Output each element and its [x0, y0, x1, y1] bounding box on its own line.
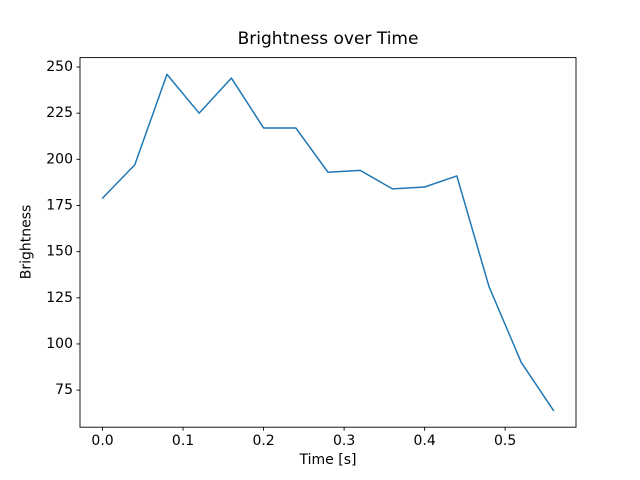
y-tick-label: 125 [46, 290, 73, 306]
x-tick-label: 0.5 [494, 433, 516, 449]
x-tick-label: 0.2 [252, 433, 274, 449]
x-tick-label: 0.0 [91, 433, 113, 449]
x-tick-label: 0.3 [333, 433, 355, 449]
chart-title: Brightness over Time [237, 29, 419, 49]
y-tick-label: 75 [55, 382, 73, 398]
y-tick-label: 100 [46, 336, 73, 352]
y-tick-label: 175 [46, 197, 73, 213]
y-tick-label: 200 [46, 151, 73, 167]
x-axis-label: Time [s] [299, 452, 357, 468]
y-tick-label: 225 [46, 105, 73, 121]
data-line [101, 73, 555, 412]
axes-frame [79, 57, 577, 428]
y-tick-label: 150 [46, 244, 73, 260]
y-tick-label: 250 [46, 59, 73, 75]
y-axis-label: Brightness [18, 204, 35, 280]
x-tick-label: 0.4 [413, 433, 435, 449]
x-tick-label: 0.1 [172, 433, 194, 449]
